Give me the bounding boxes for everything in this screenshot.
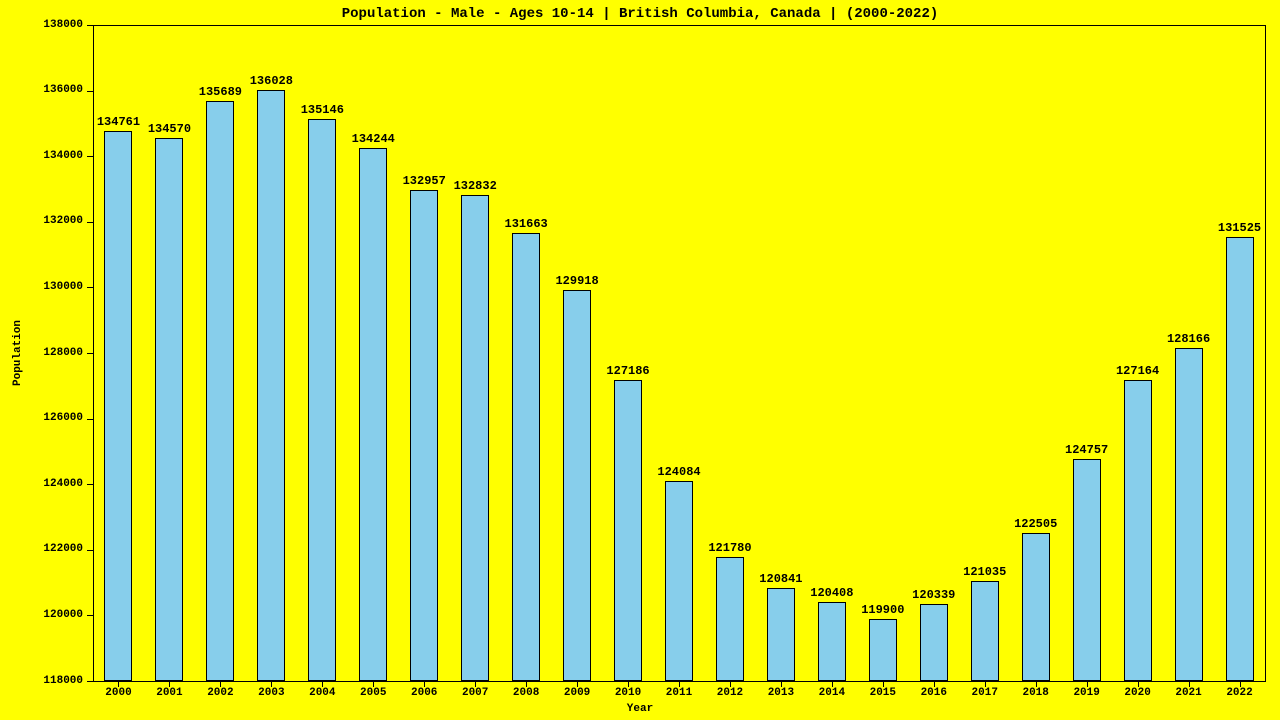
x-tick-label: 2010 [615, 687, 641, 699]
x-tick-label: 2014 [819, 687, 845, 699]
bar-value-label: 136028 [250, 74, 293, 88]
y-tick [87, 287, 93, 288]
bar-value-label: 120339 [912, 588, 955, 602]
bar-value-label: 132957 [403, 174, 446, 188]
bar [155, 138, 183, 681]
x-tick-label: 2021 [1175, 687, 1201, 699]
bar-value-label: 135689 [199, 85, 242, 99]
bar-value-label: 131525 [1218, 221, 1261, 235]
x-tick-label: 2013 [768, 687, 794, 699]
y-tick [87, 550, 93, 551]
y-tick [87, 681, 93, 682]
bar [410, 190, 438, 681]
x-tick-label: 2017 [972, 687, 998, 699]
bar-value-label: 131663 [505, 217, 548, 231]
y-tick [87, 484, 93, 485]
chart-title: Population - Male - Ages 10-14 | British… [0, 6, 1280, 22]
x-tick-label: 2000 [105, 687, 131, 699]
bar-value-label: 121780 [708, 541, 751, 555]
bar [1175, 348, 1203, 681]
bar [512, 233, 540, 681]
bar-value-label: 127186 [606, 364, 649, 378]
x-tick-label: 2015 [870, 687, 896, 699]
bar [716, 557, 744, 681]
x-axis-label: Year [0, 703, 1280, 715]
bar-value-label: 120841 [759, 572, 802, 586]
bar-value-label: 124757 [1065, 443, 1108, 457]
bar [257, 90, 285, 681]
bar-value-label: 132832 [454, 179, 497, 193]
bar [1022, 533, 1050, 681]
bar-value-label: 134570 [148, 122, 191, 136]
bar [104, 131, 132, 681]
axis-line [93, 25, 1266, 26]
bar [308, 119, 336, 681]
bar-value-label: 124084 [657, 465, 700, 479]
y-tick-label: 138000 [0, 19, 83, 31]
y-tick [87, 156, 93, 157]
y-tick [87, 615, 93, 616]
y-tick [87, 25, 93, 26]
y-tick-label: 132000 [0, 215, 83, 227]
x-tick-label: 2007 [462, 687, 488, 699]
x-tick-label: 2011 [666, 687, 692, 699]
bar-value-label: 128166 [1167, 332, 1210, 346]
bar-value-label: 135146 [301, 103, 344, 117]
y-tick [87, 91, 93, 92]
x-tick-label: 2003 [258, 687, 284, 699]
bar [461, 195, 489, 681]
y-tick [87, 419, 93, 420]
bar [971, 581, 999, 681]
bar [563, 290, 591, 681]
bar-value-label: 134761 [97, 115, 140, 129]
y-tick [87, 222, 93, 223]
bar-value-label: 120408 [810, 586, 853, 600]
x-tick-label: 2012 [717, 687, 743, 699]
x-tick-label: 2018 [1022, 687, 1048, 699]
x-tick-label: 2020 [1124, 687, 1150, 699]
axis-line [93, 25, 94, 682]
bar [614, 380, 642, 681]
y-tick-label: 118000 [0, 675, 83, 687]
bar [869, 619, 897, 681]
bar [1124, 380, 1152, 681]
y-tick-label: 130000 [0, 281, 83, 293]
x-tick-label: 2002 [207, 687, 233, 699]
y-tick-label: 120000 [0, 609, 83, 621]
x-tick-label: 2004 [309, 687, 335, 699]
x-tick-label: 2022 [1226, 687, 1252, 699]
bar [665, 481, 693, 681]
x-tick-label: 2006 [411, 687, 437, 699]
x-tick-label: 2005 [360, 687, 386, 699]
y-tick-label: 124000 [0, 478, 83, 490]
bar [206, 101, 234, 681]
y-tick-label: 136000 [0, 84, 83, 96]
bar-value-label: 122505 [1014, 517, 1057, 531]
bar-value-label: 129918 [555, 274, 598, 288]
x-tick-label: 2001 [156, 687, 182, 699]
bar [818, 602, 846, 681]
x-tick-label: 2016 [921, 687, 947, 699]
bar-value-label: 119900 [861, 603, 904, 617]
y-tick-label: 134000 [0, 150, 83, 162]
x-tick-label: 2008 [513, 687, 539, 699]
bar-value-label: 127164 [1116, 364, 1159, 378]
y-tick-label: 128000 [0, 347, 83, 359]
x-tick-label: 2009 [564, 687, 590, 699]
bar-value-label: 121035 [963, 565, 1006, 579]
y-tick-label: 126000 [0, 412, 83, 424]
bar [359, 148, 387, 681]
bar [1073, 459, 1101, 681]
y-tick-label: 122000 [0, 543, 83, 555]
bar-value-label: 134244 [352, 132, 395, 146]
bar [920, 604, 948, 681]
bar [1226, 237, 1254, 681]
axis-line [1265, 25, 1266, 682]
x-tick-label: 2019 [1073, 687, 1099, 699]
bar [767, 588, 795, 681]
y-tick [87, 353, 93, 354]
chart-stage: Population - Male - Ages 10-14 | British… [0, 0, 1280, 720]
